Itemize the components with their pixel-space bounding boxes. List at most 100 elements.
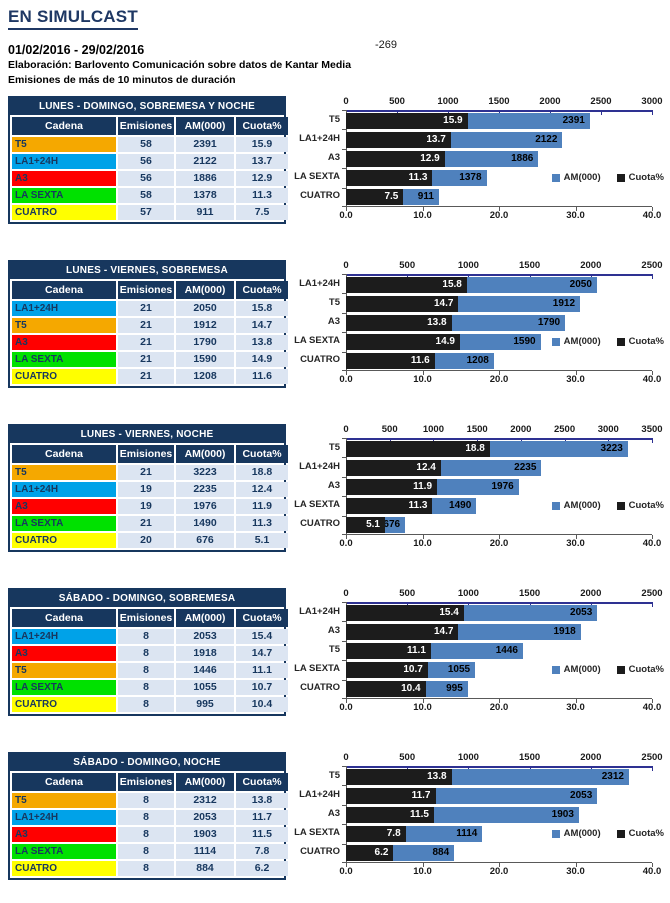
cuota-legend-swatch [616, 337, 625, 346]
column-header: Emisiones [118, 445, 174, 463]
bottom-axis-tick [346, 207, 347, 211]
top-axis-tick [448, 110, 449, 115]
cuota-legend-label: Cuota% [628, 828, 664, 839]
top-axis-tick [529, 274, 531, 279]
bottom-axis-tick-label: 10.0 [413, 210, 432, 221]
cuota-bar: 6.2 [346, 845, 394, 861]
am-value-label: 1918 [553, 626, 576, 637]
bar-row: 1886 12.9 [346, 150, 652, 169]
cuota-value-label: 10.4 [401, 683, 421, 694]
channel-cell: LA1+24H [12, 154, 116, 169]
am-cell: 1590 [176, 352, 234, 367]
bottom-axis-tick [499, 371, 500, 375]
am-value-label: 2050 [569, 279, 592, 290]
channel-cell: CUATRO [12, 369, 116, 384]
bar-row: 2050 15.8 [346, 276, 652, 295]
bottom-axis-tick [499, 863, 500, 867]
category-axis-tick [342, 679, 346, 681]
am-value-label: 995 [446, 683, 463, 694]
column-header: AM(000) [176, 445, 234, 463]
bottom-axis-tick-label: 10.0 [413, 538, 432, 549]
am-cell: 1490 [176, 516, 234, 531]
bottom-axis-tick [499, 207, 500, 211]
cuota-cell: 11.1 [236, 663, 288, 678]
cuota-value-label: 15.8 [442, 279, 462, 290]
am-cell: 995 [176, 697, 234, 712]
category-label: A3 [327, 625, 340, 636]
cuota-cell: 15.8 [236, 301, 288, 316]
cuota-value-label: 7.8 [386, 828, 401, 839]
category-label: A3 [327, 316, 340, 327]
channel-cell: T5 [12, 465, 116, 480]
am-cell: 3223 [176, 465, 234, 480]
cuota-cell: 6.2 [236, 861, 288, 876]
am-cell: 1918 [176, 646, 234, 661]
cuota-cell: 18.8 [236, 465, 288, 480]
bottom-axis-tick-label: 30.0 [566, 210, 585, 221]
bar-chart: 0 500 1000 1500 2000 2500 3000 T5 LA1+24H A3 LA SE… [294, 96, 666, 221]
top-axis-tick [564, 438, 566, 443]
emisiones-cell: 8 [118, 793, 174, 808]
top-axis-tick-label: 1000 [457, 752, 479, 763]
top-axis-tick [468, 602, 470, 607]
top-axis-tick-label: 3000 [597, 424, 619, 435]
am-legend-label: AM(000) [563, 500, 601, 511]
am-legend-label: AM(000) [563, 664, 601, 675]
bottom-axis-tick [575, 699, 577, 703]
cuota-cell: 14.9 [236, 352, 288, 367]
plot-area: 2053 15.4 1918 14.7 1446 11.1 1055 10.7 995 10.4 A… [342, 602, 664, 703]
bottom-axis-tick-label: 40.0 [642, 210, 662, 221]
data-table: LUNES - VIERNES, SOBREMESA Cadena Emisione… [8, 260, 288, 388]
column-header: Cuota% [236, 117, 288, 135]
chart-body: T5 LA1+24H A3 LA SEXTA CUATRO 2312 13.8 2053 11.… [294, 764, 666, 867]
category-axis-tick [342, 370, 346, 371]
cuota-cell: 10.4 [236, 697, 288, 712]
cuota-cell: 11.3 [236, 188, 288, 203]
category-label: LA SEXTA [294, 663, 340, 674]
emisiones-cell: 20 [118, 533, 174, 548]
bar-row: 1790 13.8 [346, 314, 652, 333]
top-axis-tick [529, 602, 531, 607]
column-header: Cadena [12, 773, 116, 791]
am-value-label: 1208 [466, 355, 489, 366]
data-table: SÁBADO - DOMINGO, SOBREMESA Cadena Emision… [8, 588, 288, 716]
emisiones-cell: 57 [118, 205, 174, 220]
plot-area: 2312 13.8 2053 11.7 1903 11.5 1114 7.8 884 6.2 AM(… [342, 766, 664, 867]
table-grid: Cadena Emisiones AM(000) Cuota% LA1+24H 21 205… [10, 279, 288, 386]
bottom-axis-tick-label: 0.0 [339, 538, 353, 549]
am-value-label: 1976 [491, 481, 514, 492]
report-section: LUNES - VIERNES, NOCHE Cadena Emisiones AM(… [8, 424, 670, 552]
top-axis-tick-label: 1000 [422, 424, 444, 435]
cuota-legend-swatch [616, 829, 625, 838]
bar-row: 1976 11.9 [346, 478, 652, 497]
category-axis-tick [342, 187, 346, 189]
category-axis-tick [342, 293, 346, 295]
report-section: LUNES - VIERNES, SOBREMESA Cadena Emisione… [8, 260, 670, 388]
bottom-axis-tick [575, 535, 577, 539]
top-axis-tick [652, 602, 653, 607]
top-axis-tick-label: 1500 [519, 752, 541, 763]
channel-cell: A3 [12, 335, 116, 350]
bar-row: 2122 13.7 [346, 131, 652, 150]
column-header: Cadena [12, 117, 116, 135]
cuota-value-label: 11.3 [408, 500, 428, 511]
am-cell: 1903 [176, 827, 234, 842]
cuota-bar: 15.8 [346, 277, 467, 293]
cuota-bar: 13.8 [346, 769, 452, 785]
category-label: LA SEXTA [294, 171, 340, 182]
category-labels: LA1+24H T5 A3 LA SEXTA CUATRO [294, 272, 346, 371]
category-axis-tick [342, 862, 346, 863]
cuota-cell: 14.7 [236, 318, 288, 333]
am-cell: 2391 [176, 137, 234, 152]
emisiones-cell: 21 [118, 352, 174, 367]
bottom-axis-tick-label: 0.0 [339, 374, 353, 385]
category-axis-tick [342, 168, 346, 170]
column-header: Emisiones [118, 609, 174, 627]
cuota-bar: 18.8 [346, 441, 490, 457]
bar-row: 1055 10.7 [346, 661, 652, 680]
cuota-value-label: 18.8 [465, 443, 485, 454]
top-axis-tick [590, 602, 592, 607]
bottom-axis-labels: 0.0 10.0 20.0 30.0 40.0 [339, 699, 661, 713]
am-value-label: 1114 [456, 828, 478, 839]
bar-row: 2053 11.7 [346, 787, 652, 806]
